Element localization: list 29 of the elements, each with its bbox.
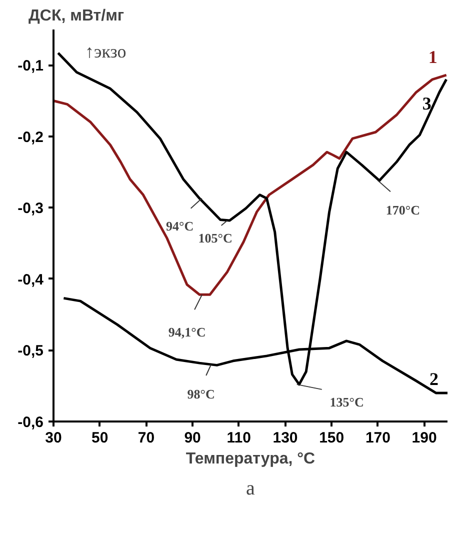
x-tick-label: 90 — [184, 430, 201, 446]
annotation: 94,1°C — [168, 324, 206, 340]
y-axis-title: ДСК, мВт/мг — [28, 8, 124, 24]
x-tick-label: 30 — [45, 430, 62, 446]
x-tick-label: 170 — [365, 430, 390, 446]
y-tick-label: -0,6 — [18, 414, 44, 431]
annotation: ↑экзо — [85, 41, 126, 62]
series-label: 2 — [430, 368, 438, 389]
x-tick-label: 110 — [226, 430, 252, 446]
annotation: 94°C — [166, 218, 194, 234]
y-tick-label: -0,4 — [18, 271, 44, 288]
x-tick-label: 190 — [412, 430, 437, 446]
annotation: 135°C — [330, 394, 364, 410]
y-tick-label: -0,3 — [18, 200, 44, 218]
x-tick-label: 70 — [138, 430, 155, 446]
x-tick-label: 130 — [272, 430, 298, 446]
y-tick-label: -0,2 — [18, 128, 44, 146]
y-tick-label: -0,1 — [18, 58, 44, 75]
annotation: 105°C — [198, 230, 232, 246]
annotation: 170°C — [386, 202, 420, 218]
series-label: 1 — [428, 47, 438, 68]
x-axis-title: Температура, °C — [186, 450, 316, 468]
y-tick-label: -0,5 — [18, 342, 44, 360]
x-tick-label: 150 — [319, 430, 344, 446]
line-series — [54, 74, 448, 296]
series-label: 3 — [422, 93, 432, 114]
annotation: 98°C — [187, 386, 215, 402]
text: а — [246, 478, 256, 500]
x-tick-label: 50 — [92, 430, 108, 446]
